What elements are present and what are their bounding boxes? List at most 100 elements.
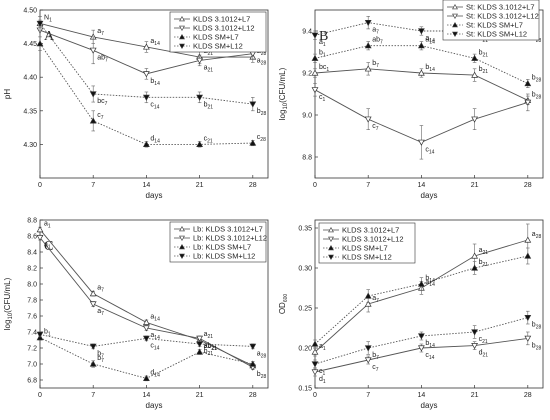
x-tick-label: 0: [313, 392, 317, 399]
data-point: [311, 348, 319, 355]
data-point: [364, 357, 372, 364]
significance-label: b21: [204, 101, 214, 110]
legend-marker: [179, 33, 185, 40]
significance-label: c14: [425, 146, 434, 155]
data-point: [311, 69, 319, 76]
data-point: [311, 87, 319, 94]
x-axis-label: days: [146, 191, 163, 200]
data-point: [89, 343, 97, 350]
legend-entry: KLDS 3.1012+L12: [193, 24, 255, 33]
data-point: [89, 301, 97, 308]
plot-frame: [39, 9, 269, 179]
data-point: [36, 235, 44, 242]
series-2: c1 c7 c14: [311, 83, 532, 160]
data-point: [364, 345, 372, 352]
significance-label: a1: [319, 343, 326, 352]
data-point: [364, 292, 372, 299]
data-point: [471, 343, 478, 350]
y-tick-label: 9.0: [302, 113, 312, 120]
significance-label: c1: [319, 94, 326, 103]
significance-label: a21: [204, 64, 214, 73]
data-point: [196, 140, 203, 147]
significance-label: a21: [479, 247, 489, 256]
legend-marker: [328, 226, 334, 233]
legend-entry: KLDS 3.1012+L12: [342, 235, 404, 244]
y-tick-label: 4.40: [23, 75, 37, 82]
significance-label: b28: [257, 371, 267, 380]
y-tick-label: 0.35: [298, 226, 312, 233]
significance-label: b28: [532, 322, 542, 331]
significance-label: a7: [97, 28, 104, 37]
y-tick-label: 8.4: [27, 250, 37, 257]
significance-label: c21: [204, 135, 213, 144]
data-point: [36, 331, 44, 338]
legend-entry: St: KLDS SM+L12: [466, 30, 527, 39]
data-point: [524, 315, 532, 322]
significance-label: a28: [257, 350, 267, 359]
series-4: c1 b7 b14 c21 b28: [311, 310, 542, 377]
plot-frame: [314, 219, 544, 389]
data-point: [36, 226, 44, 233]
data-point: [524, 252, 532, 259]
data-point: [364, 300, 372, 307]
significance-label: a28: [532, 231, 542, 240]
legend-marker: [179, 253, 185, 260]
data-point: [89, 91, 97, 98]
data-point: [418, 28, 425, 35]
legend-entry: St: KLDS 3.1012+L7: [466, 3, 535, 12]
data-point: [524, 79, 532, 87]
y-tick-label: 0.25: [298, 306, 312, 313]
data-point: [418, 69, 425, 76]
significance-label: b21: [204, 348, 214, 357]
y-axis-label-group: OD600: [278, 294, 289, 315]
data-point: [471, 116, 478, 123]
series-3: b1 ab7 a14 b21 b28: [311, 37, 542, 88]
x-tick-label: 0: [38, 182, 42, 189]
series-line: [314, 255, 528, 345]
legend-entry: KLDS SM+L12: [193, 42, 243, 51]
data-point: [196, 335, 203, 342]
y-tick-label: 9.2: [302, 71, 312, 78]
legend-entry: Lb: KLDS 3.1012+L7: [193, 225, 263, 234]
data-point: [524, 236, 532, 243]
significance-label: c1: [319, 368, 326, 377]
significance-label: a14: [150, 332, 160, 341]
data-point: [143, 71, 150, 78]
y-axis-label-group: pH: [3, 89, 12, 99]
x-tick-label: 21: [471, 392, 479, 399]
x-tick-label: 0: [313, 182, 317, 189]
data-point: [89, 290, 97, 297]
data-point: [249, 360, 257, 367]
data-point: [89, 117, 97, 124]
significance-label: ab7: [372, 37, 383, 46]
significance-label: c7: [372, 123, 379, 132]
y-tick-label: 4.50: [23, 8, 37, 15]
significance-label: bc7: [97, 98, 107, 107]
series-line: [314, 337, 528, 373]
y-tick-label: 6.8: [27, 378, 37, 385]
data-point: [143, 325, 150, 332]
series-3: c7 d14 c21 c28: [36, 36, 266, 148]
x-tick-label: 28: [524, 392, 532, 399]
significance-label: a14: [150, 38, 160, 47]
y-tick-label: 8.6: [27, 234, 37, 241]
data-point: [364, 65, 372, 72]
data-point: [418, 139, 425, 146]
significance-label: b28: [532, 75, 542, 84]
panel-letter: C: [44, 239, 53, 254]
series-line: [314, 317, 528, 365]
data-point: [364, 116, 372, 123]
significance-label: a14: [425, 37, 435, 46]
x-tick-label: 7: [91, 392, 95, 399]
legend-marker: [179, 25, 185, 32]
significance-label: c7: [97, 112, 104, 121]
y-tick-label: 8.8: [27, 218, 37, 225]
data-point: [196, 348, 203, 355]
significance-label: b28: [532, 342, 542, 351]
significance-label: d1: [319, 376, 326, 385]
significance-label: a7: [97, 308, 104, 317]
data-point: [364, 42, 372, 49]
series-4: bc7 c14 b21 b28: [36, 16, 266, 117]
x-tick-label: 14: [418, 182, 426, 189]
